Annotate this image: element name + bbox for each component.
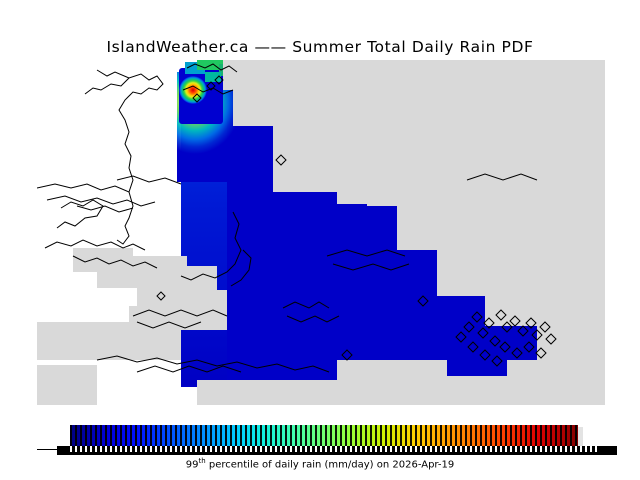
colorbar-shadow	[578, 427, 583, 448]
map-panel[interactable]	[37, 60, 605, 405]
caption-text: percentile of daily rain (mm/day) on 202…	[205, 459, 455, 471]
colorbar-stripes	[70, 425, 578, 446]
colorbar-tick-band	[57, 446, 617, 455]
caption-percentile-number: 99	[185, 459, 199, 471]
page-title: IslandWeather.ca —— Summer Total Daily R…	[106, 38, 534, 56]
colorbar-caption: 99th percentile of daily rain (mm/day) o…	[0, 457, 640, 470]
colorbar[interactable]	[37, 424, 617, 455]
colorbar-tick-marks	[70, 446, 598, 452]
colorbar-left-rule	[37, 449, 59, 450]
caption-percentile-suffix: th	[198, 457, 206, 465]
